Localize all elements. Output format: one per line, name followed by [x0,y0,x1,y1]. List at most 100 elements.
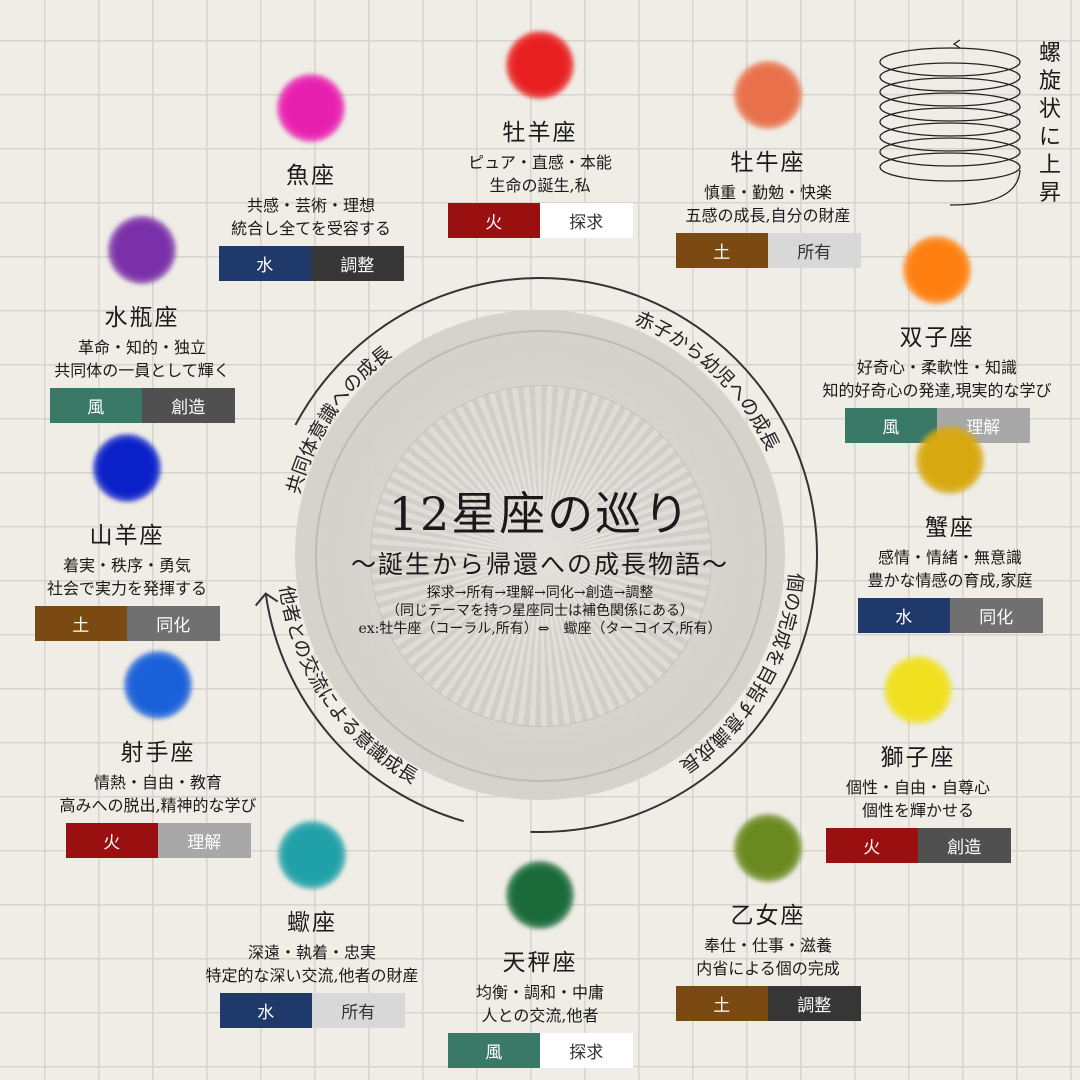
theme-badge: 探求 [540,203,633,238]
sign-color-dot [108,216,176,284]
theme-badge: 所有 [768,233,861,268]
sign-tag: 土調整 [675,986,861,1021]
spiral-coil [879,107,1021,137]
element-badge: 土 [675,233,768,268]
theme-badge: 調整 [768,986,861,1021]
element-badge: 水 [857,598,950,633]
sign-description: 共感・芸術・理想 統合し全てを受容する [161,194,461,240]
sign-color-dot [277,74,345,142]
sign-card: 蠍座 深遠・執着・忠実特定的な深い交流,他者の財産 水所有 [162,821,462,1028]
sign-description: 個性・自由・自尊心 個性を輝かせる [768,776,1068,822]
element-badge: 土 [675,986,768,1021]
sign-description: 感情・情緒・無意識 豊かな情感の育成,家庭 [800,546,1080,592]
sign-name: 獅子座 [880,745,956,771]
sign-card: 牡牛座 慎重・勤勉・快楽 五感の成長,自分の財産 土所有 [618,61,918,268]
element-badge: 水 [219,993,312,1028]
sign-keywords: 着実・秩序・勇気 [62,556,191,575]
notes: 探求→所有→理解→同化→創造→調整 （同じテーマを持つ星座同士は補色関係にある）… [300,584,780,638]
element-badge: 火 [65,823,158,858]
sign-description: 均衡・調和・中庸 人との交流,他者 [390,981,690,1027]
sign-name: 乙女座 [730,903,806,929]
sign-theme-text: 特定的な深い交流,他者の財産 [205,966,419,985]
sign-description: 慎重・勤勉・快楽 五感の成長,自分の財産 [618,181,918,227]
sign-card: 乙女座 奉仕・仕事・滋養 内省による個の完成 土調整 [618,814,918,1021]
spiral-coil [879,122,1021,152]
sign-tag: 火探求 [447,203,633,238]
sign-name: 蠍座 [287,910,337,936]
theme-badge: 理解 [158,823,251,858]
theme-badge: 同化 [950,598,1043,633]
sign-keywords: 深遠・執着・忠実 [247,943,376,962]
sign-theme-text: 知的好奇心の発達,現実的な学び [822,381,1052,400]
spiral-coil [879,152,1021,182]
spiral-tail [949,169,1021,206]
element-badge: 火 [447,203,540,238]
spiral-coil [879,62,1021,92]
sign-description: 奉仕・仕事・滋養 内省による個の完成 [618,934,918,980]
sign-tag: 土所有 [675,233,861,268]
sign-color-dot [903,236,971,304]
element-badge: 風 [49,388,142,423]
sign-keywords: 慎重・勤勉・快楽 [703,183,832,202]
page-subtitle: 〜誕生から帰還への成長物語〜 [350,550,729,579]
sign-theme-text: 豊かな情感の育成,家庭 [867,571,1033,590]
spiral-icon [879,39,1021,206]
sign-keywords: ピュア・直感・本能 [468,153,612,172]
sign-theme-text: 生命の誕生,私 [489,176,591,195]
theme-badge: 探求 [540,1033,633,1068]
spiral-coil [879,137,1021,167]
theme-badge: 調整 [311,246,404,281]
wheel-center [370,385,712,727]
sign-name: 射手座 [120,740,196,766]
sign-theme-text: 社会で実力を発揮する [46,579,207,598]
element-badge: 水 [218,246,311,281]
sign-theme-text: 内省による個の完成 [696,959,840,978]
theme-badge: 所有 [312,993,405,1028]
spiral-coil [879,77,1021,107]
sign-keywords: 情熱・自由・教育 [93,773,222,792]
sign-keywords: 革命・知的・独立 [77,338,206,357]
sign-name: 山羊座 [89,523,165,549]
sign-color-dot [506,861,574,929]
sign-color-dot [278,821,346,889]
sign-card: 蟹座 感情・情緒・無意識 豊かな情感の育成,家庭 水同化 [800,426,1080,633]
element-badge: 土 [34,606,127,641]
sign-theme-text: 人との交流,他者 [481,1006,599,1025]
sign-card: 獅子座 個性・自由・自尊心 個性を輝かせる 火創造 [768,656,1068,863]
sign-name: 双子座 [899,325,975,351]
sign-theme-text: 五感の成長,自分の財産 [685,206,851,225]
sign-theme-text: 高みへの脱出,精神的な学び [59,796,257,815]
sign-keywords: 感情・情緒・無意識 [877,548,1022,567]
element-badge: 風 [844,408,937,443]
spiral-coil [879,92,1021,122]
zodiac-wheel-image [295,310,785,800]
sign-color-dot [93,434,161,502]
sign-theme-text: 統合し全てを受容する [231,219,391,238]
sign-keywords: 奉仕・仕事・滋養 [703,936,832,955]
sign-tag: 水同化 [857,598,1043,633]
element-badge: 火 [825,828,918,863]
sign-color-dot [124,651,192,719]
sign-color-dot [506,31,574,99]
sign-description: 着実・秩序・勇気 社会で実力を発揮する [0,554,277,600]
sign-description: ピュア・直感・本能 生命の誕生,私 [390,151,690,197]
cycle-arc-lower [264,593,464,823]
theme-badge: 創造 [142,388,235,423]
theme-badge: 同化 [127,606,220,641]
arrowhead-icon [254,592,279,607]
sign-theme-text: 共同体の一員として輝く [54,361,230,380]
wheel-ring [315,330,767,782]
sign-description: 好奇心・柔軟性・知識 知的好奇心の発達,現実的な学び [787,356,1080,402]
spiral-arrow-icon [952,39,961,49]
sign-card: 射手座 情熱・自由・教育高みへの脱出,精神的な学び 火理解 [8,651,308,858]
note-line: （同じテーマを持つ星座同士は補色関係にある） [386,603,694,619]
sign-tag: 風創造 [49,388,235,423]
sign-tag: 土同化 [34,606,220,641]
sign-card: 牡羊座 ピュア・直感・本能 生命の誕生,私 火探求 [390,31,690,238]
sign-tag: 水所有 [219,993,405,1028]
sign-color-dot [884,656,952,724]
sign-card: 魚座 共感・芸術・理想 統合し全てを受容する 水調整 [161,74,461,281]
cycle-arc [294,277,818,833]
sign-tag: 水調整 [218,246,404,281]
